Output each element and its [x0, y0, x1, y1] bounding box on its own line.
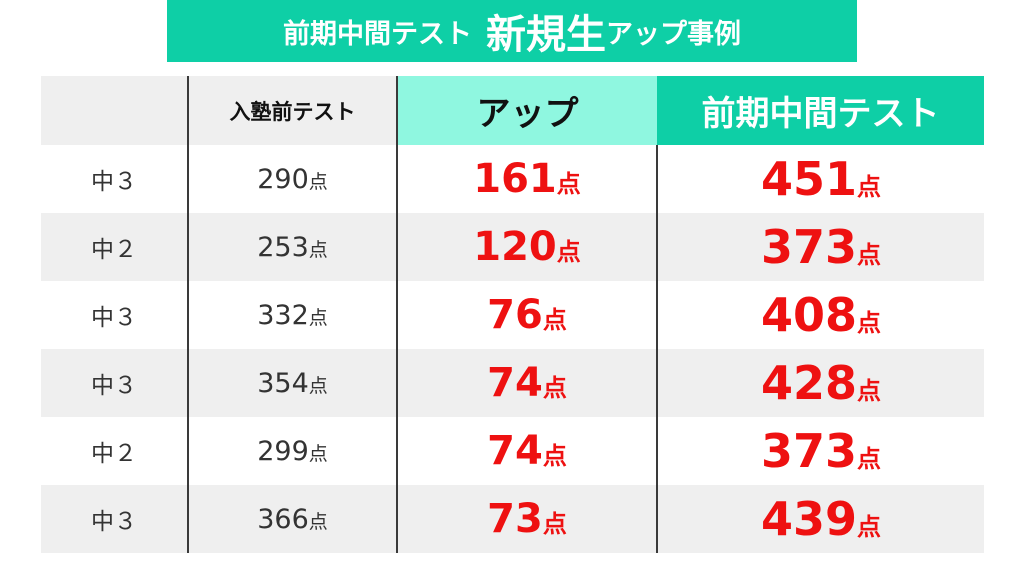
pre-score-cell: 366点: [187, 485, 397, 553]
table-row: 中３ 354点 74点 428点: [41, 349, 984, 417]
improvement-value: 76: [487, 292, 543, 338]
pre-score-value: 290: [257, 163, 309, 195]
pre-score-cell: 299点: [187, 417, 397, 485]
grade-cell: 中３: [91, 169, 137, 195]
midterm-score-cell: 439点: [656, 485, 984, 553]
improvement-cell: 76点: [396, 281, 657, 349]
pre-score-value: 366: [257, 503, 309, 535]
midterm-score-value: 439: [760, 492, 858, 546]
pre-score-cell: 354点: [187, 349, 397, 417]
table-row: 中３ 332点 76点 408点: [41, 281, 984, 349]
pre-score-cell: 290点: [187, 145, 397, 213]
pre-score-cell: 332点: [187, 281, 397, 349]
pre-score-value: 332: [257, 299, 309, 331]
midterm-score-cell: 373点: [656, 417, 984, 485]
improvement-value: 73: [487, 496, 543, 542]
improvement-cell: 120点: [396, 213, 657, 281]
title-banner: 前期中間テスト 新規生 アップ事例: [167, 0, 857, 62]
improvement-value: 161: [473, 156, 557, 202]
midterm-score-value: 373: [760, 424, 858, 478]
midterm-score-cell: 428点: [656, 349, 984, 417]
pre-score-value: 354: [257, 367, 309, 399]
points-unit: 点: [857, 513, 882, 541]
table-row: 中２ 299点 74点 373点: [41, 417, 984, 485]
points-unit: 点: [857, 377, 882, 405]
improvement-value: 74: [487, 360, 543, 406]
points-unit: 点: [542, 374, 567, 402]
points-unit: 点: [308, 374, 328, 397]
points-unit: 点: [857, 241, 882, 269]
header-row: 入塾前テスト アップ 前期中間テスト: [41, 76, 984, 145]
title-part-midterm: 前期中間テスト: [283, 18, 472, 50]
midterm-score-cell: 408点: [656, 281, 984, 349]
midterm-score-value: 408: [760, 288, 858, 342]
points-unit: 点: [542, 442, 567, 470]
points-unit: 点: [308, 170, 328, 193]
grade-cell: 中２: [91, 441, 137, 467]
midterm-score-value: 451: [760, 152, 858, 206]
header-pre-enrollment-test: 入塾前テスト: [187, 76, 397, 145]
points-unit: 点: [308, 510, 328, 533]
score-table: 入塾前テスト アップ 前期中間テスト 中３ 290点 161点 451点 中２ …: [41, 76, 984, 553]
midterm-score-cell: 451点: [656, 145, 984, 213]
grade-cell: 中３: [91, 373, 137, 399]
midterm-score-value: 428: [760, 356, 858, 410]
points-unit: 点: [542, 306, 567, 334]
pre-score-value: 253: [257, 231, 309, 263]
pre-score-value: 299: [257, 435, 309, 467]
grade-cell: 中３: [91, 305, 137, 331]
table-row: 中３ 366点 73点 439点: [41, 485, 984, 553]
header-midterm-test: 前期中間テスト: [657, 76, 984, 145]
title-part-new-students: 新規生: [486, 12, 606, 58]
improvement-value: 74: [487, 428, 543, 474]
improvement-cell: 74点: [396, 349, 657, 417]
grade-cell: 中２: [91, 237, 137, 263]
points-unit: 点: [308, 306, 328, 329]
improvement-cell: 161点: [396, 145, 657, 213]
improvement-cell: 74点: [396, 417, 657, 485]
points-unit: 点: [857, 309, 882, 337]
table-row: 中３ 290点 161点 451点: [41, 145, 984, 213]
midterm-score-value: 373: [760, 220, 858, 274]
improvement-cell: 73点: [396, 485, 657, 553]
points-unit: 点: [308, 442, 328, 465]
points-unit: 点: [542, 510, 567, 538]
points-unit: 点: [556, 170, 581, 198]
title-part-improvement-cases: アップ事例: [606, 18, 741, 50]
improvement-value: 120: [473, 224, 557, 270]
points-unit: 点: [857, 173, 882, 201]
table-row: 中２ 253点 120点 373点: [41, 213, 984, 281]
grade-cell: 中３: [91, 509, 137, 535]
points-unit: 点: [308, 238, 328, 261]
points-unit: 点: [857, 445, 882, 473]
midterm-score-cell: 373点: [656, 213, 984, 281]
points-unit: 点: [556, 238, 581, 266]
header-grade: [41, 76, 188, 145]
header-improvement: アップ: [396, 76, 657, 145]
pre-score-cell: 253点: [187, 213, 397, 281]
